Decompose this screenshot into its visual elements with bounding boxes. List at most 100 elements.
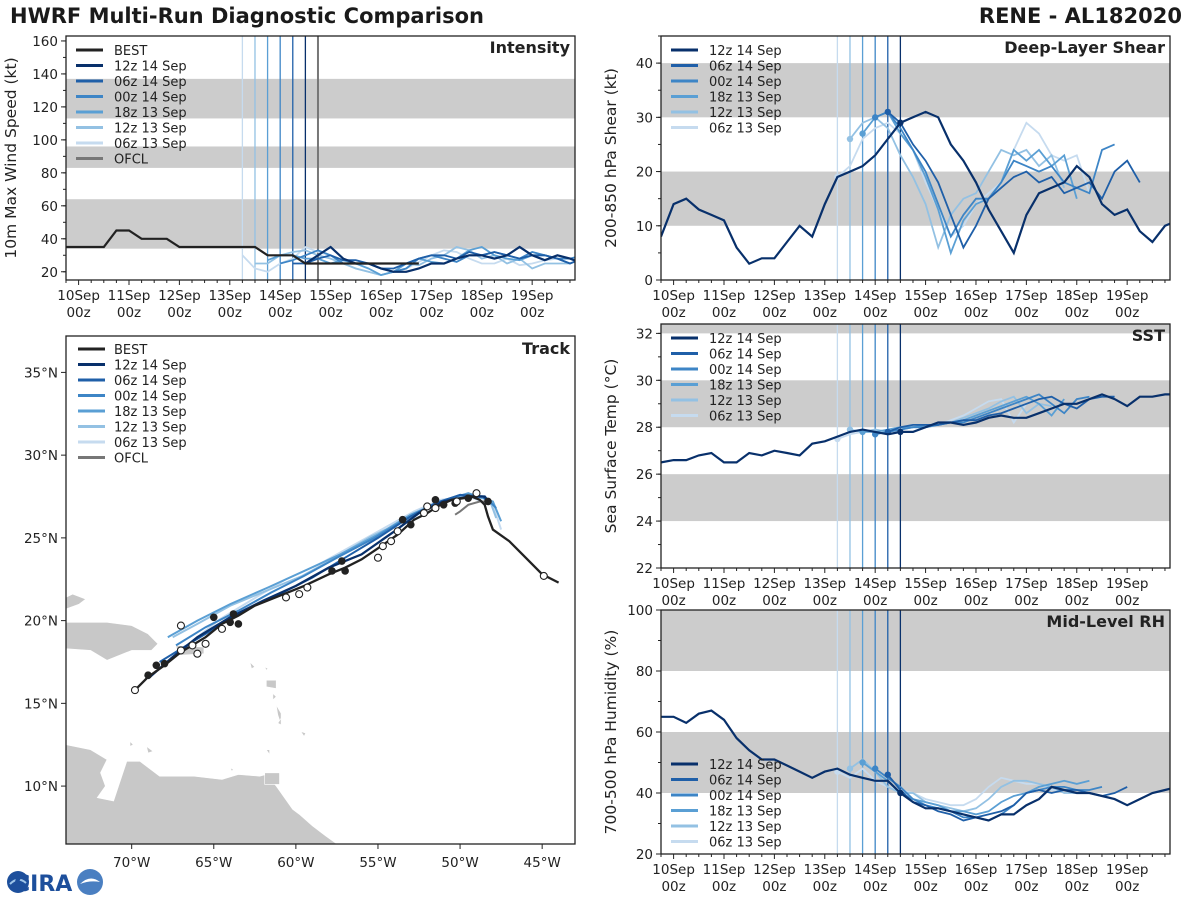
- track-ytick-label: 25°N: [24, 531, 58, 547]
- track-point-filled: [152, 661, 161, 670]
- sst-xtick-label: 17Sep: [1005, 576, 1048, 592]
- intensity-legend-label: 18z 13 Sep: [114, 106, 187, 121]
- sst-xtick-label: 00z: [1065, 593, 1089, 609]
- sst-init-marker: [897, 428, 904, 436]
- track-xtick-label: 70°W: [113, 855, 150, 871]
- intensity-ytick-label: 40: [41, 232, 58, 248]
- rh-ytick-label: 60: [636, 725, 653, 741]
- track-xtick-label: 65°W: [195, 855, 232, 871]
- track-point-hollow: [393, 527, 402, 536]
- rh-xtick-label: 00z: [661, 879, 685, 895]
- rh-series-group: [661, 709, 1170, 822]
- shear-xtick-label: 13Sep: [803, 288, 846, 304]
- rh-ytick-label: 40: [636, 786, 653, 802]
- track-point-hollow: [188, 641, 197, 650]
- track-point-hollow: [281, 593, 291, 602]
- shear-init-marker: [884, 108, 891, 116]
- shear-legend-label: 12z 14 Sep: [709, 44, 782, 59]
- sst-shade-band: [661, 380, 1170, 428]
- sst-xtick-label: 00z: [913, 593, 937, 609]
- track-point-filled: [341, 567, 349, 575]
- south-america-land: [66, 744, 338, 844]
- track-point-filled: [338, 557, 346, 565]
- guadeloupe-land: [265, 679, 277, 689]
- intensity-ytick-label: 140: [32, 67, 58, 83]
- shear-xtick-label: 18Sep: [1055, 288, 1098, 304]
- intensity-line-06z-14-sep: [292, 251, 575, 270]
- intensity-xtick-label: 00z: [470, 305, 494, 321]
- rh-ytick-label: 80: [636, 664, 653, 680]
- track-legend-label: BEST: [114, 343, 147, 358]
- shear-xtick-label: 00z: [1115, 305, 1139, 321]
- rh-xtick-label: 14Sep: [854, 862, 897, 878]
- shear-xtick-label: 00z: [762, 305, 786, 321]
- track-point-hollow: [472, 489, 481, 498]
- rh-legend-label: 06z 14 Sep: [709, 774, 782, 789]
- intensity-xtick-label: 00z: [369, 305, 393, 321]
- shear-legend-label: 06z 13 Sep: [709, 122, 782, 137]
- shear-line-06z-13-sep: [836, 121, 1091, 239]
- rh-xtick-label: 00z: [712, 879, 736, 895]
- shear-frame: [660, 35, 1171, 281]
- shear-legend-label: 06z 14 Sep: [709, 60, 782, 75]
- track-point-filled: [226, 618, 234, 627]
- cira-logo: CIRA: [7, 869, 103, 897]
- shear-legend-label: 18z 13 Sep: [709, 91, 782, 106]
- intensity-xtick-label: 00z: [520, 305, 544, 321]
- rh-xtick-label: 00z: [1065, 879, 1089, 895]
- rh-xtick-label: 18Sep: [1055, 862, 1098, 878]
- shear-init-marker: [871, 114, 879, 121]
- intensity-xtick-label: 00z: [167, 305, 191, 321]
- track-ytick-label: 35°N: [24, 365, 58, 381]
- grenada-land: [265, 749, 270, 756]
- rh-legend-label: 00z 14 Sep: [709, 789, 782, 804]
- sst-xtick-label: 10Sep: [652, 576, 695, 592]
- intensity-legend-label: OFCL: [114, 153, 149, 168]
- shear-xtick-label: 00z: [1065, 305, 1089, 321]
- track-point-filled: [431, 496, 440, 504]
- intensity-ytick-label: 80: [41, 166, 58, 182]
- intensity-ytick-label: 100: [32, 133, 58, 149]
- rh-ytick-label: 100: [627, 603, 653, 619]
- sst-line-06z-14-sep: [887, 395, 1115, 433]
- shear-xtick-label: 00z: [863, 305, 887, 321]
- shear-xtick-label: 17Sep: [1005, 288, 1048, 304]
- track-point-hollow: [423, 502, 432, 511]
- intensity-xtick-label: 00z: [66, 305, 90, 321]
- sst-frame: [660, 323, 1171, 569]
- track-ytick-label: 15°N: [24, 696, 58, 712]
- intensity-ytick-label: 60: [41, 199, 58, 215]
- rh-shade-band: [661, 610, 1170, 671]
- sst-legend-label: 18z 13 Sep: [709, 379, 782, 394]
- rh-line-12z-14-sep: [661, 709, 1170, 822]
- track-point-filled: [234, 620, 243, 628]
- rh-xtick-label: 00z: [913, 879, 937, 895]
- intensity-shade-band: [66, 199, 575, 249]
- intensity-series-group: [66, 229, 575, 277]
- track-ytick-label: 10°N: [24, 779, 58, 795]
- dominica-land: [272, 692, 277, 701]
- st-kitts-land: [249, 661, 256, 670]
- intensity-legend-label: 06z 14 Sep: [114, 75, 187, 90]
- rh-xtick-label: 00z: [863, 879, 887, 895]
- shear-xtick-label: 15Sep: [904, 288, 947, 304]
- figure-title: HWRF Multi-Run Diagnostic Comparison: [10, 4, 485, 28]
- sst-xtick-label: 00z: [863, 593, 887, 609]
- intensity-xtick-label: 18Sep: [460, 288, 503, 304]
- intensity-xtick-label: 00z: [218, 305, 242, 321]
- sst-xtick-label: 14Sep: [854, 576, 897, 592]
- track-xtick-label: 45°W: [524, 855, 561, 871]
- rh-init-marker: [871, 765, 879, 772]
- sst-xtick-label: 00z: [661, 593, 685, 609]
- rh-init-marker: [897, 789, 904, 797]
- track-point-hollow: [295, 590, 304, 599]
- barbados-land: [300, 730, 307, 738]
- sst-ytick-label: 28: [636, 420, 653, 436]
- shear-xtick-label: 00z: [712, 305, 736, 321]
- track-point-filled: [209, 613, 218, 622]
- storm-id: RENE - AL182020: [978, 4, 1182, 28]
- track-ytick-label: 30°N: [24, 448, 58, 464]
- sst-line-00z-14-sep: [875, 393, 1090, 436]
- track-legend-label: 00z 14 Sep: [114, 390, 187, 405]
- sst-ytick-label: 32: [636, 326, 653, 342]
